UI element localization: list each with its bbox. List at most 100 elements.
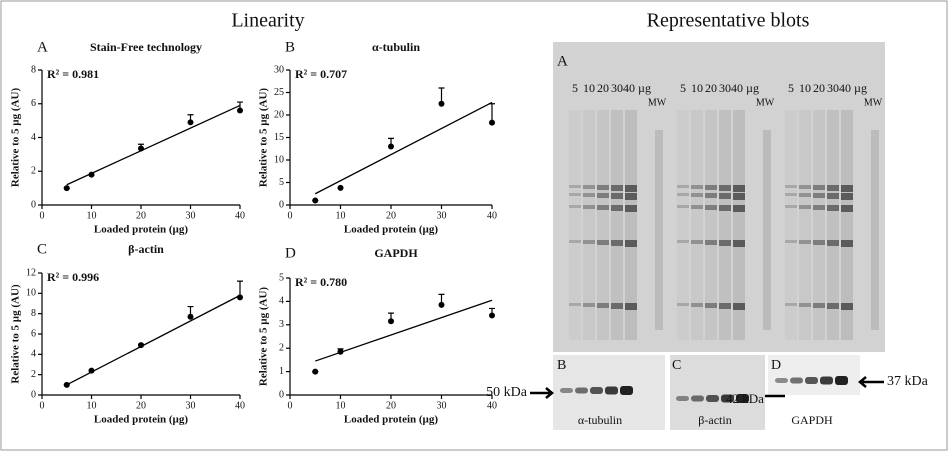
x-tick-label: 10	[336, 400, 346, 411]
gel-band	[611, 303, 623, 309]
panel-letter: C	[37, 241, 47, 257]
gel-band	[813, 193, 825, 198]
blot-band	[721, 394, 734, 403]
gel-band	[719, 193, 731, 199]
mw-lane	[763, 130, 771, 330]
x-tick-label: 10	[336, 210, 346, 221]
chart-title: α-tubulin	[372, 40, 420, 54]
y-tick-label: 0	[31, 199, 36, 210]
x-tick-label: 10	[87, 400, 97, 411]
blot-label: β-actin	[698, 413, 731, 427]
point	[88, 171, 95, 178]
gel-band	[691, 205, 703, 209]
gel-band	[813, 205, 825, 210]
gel-band	[841, 240, 853, 247]
gel-band	[785, 193, 797, 196]
gel-band	[841, 193, 853, 200]
y-tick-label: 0	[31, 389, 36, 400]
lane-label: 30	[611, 81, 623, 95]
point	[337, 348, 344, 355]
blot-letter: B	[557, 358, 566, 373]
gel-band	[719, 240, 731, 246]
gel-lane	[611, 110, 623, 340]
gel-band	[799, 193, 811, 197]
lane-label: 20	[813, 81, 825, 95]
blot-label: GAPDH	[791, 413, 833, 427]
gel-band	[719, 303, 731, 309]
y-tick-label: 0	[279, 199, 284, 210]
gel-band	[597, 193, 609, 198]
x-tick-label: 20	[136, 400, 146, 411]
gel-band	[677, 185, 689, 188]
gel-band	[597, 303, 609, 308]
point	[138, 145, 144, 152]
gel-band	[827, 303, 839, 309]
point	[489, 312, 495, 319]
y-tick-label: 8	[31, 308, 36, 319]
gel-band	[841, 185, 853, 192]
point	[312, 368, 319, 375]
lane-label: 10	[691, 81, 703, 95]
gel-band	[719, 185, 731, 191]
blot-letter: D	[771, 358, 781, 373]
y-tick-label: 6	[31, 328, 36, 339]
gel-lane	[597, 110, 609, 340]
gel-band	[705, 205, 717, 210]
y-tick-label: 8	[31, 64, 36, 75]
gel-band	[625, 185, 637, 192]
point	[337, 184, 344, 191]
gel-lane	[691, 110, 703, 340]
gel-band	[785, 185, 797, 188]
blot-c	[670, 355, 765, 430]
annotation: R² = 0.707	[295, 67, 347, 81]
gel-band	[691, 193, 703, 197]
x-tick-label: 40	[487, 400, 497, 411]
gel-band	[813, 240, 825, 245]
annotation: R² = 0.981	[47, 67, 99, 81]
y-tick-label: 4	[31, 349, 36, 360]
gel-band	[597, 185, 609, 190]
blot-band	[560, 388, 573, 393]
x-tick-label: 0	[288, 210, 293, 221]
y-tick-label: 10	[274, 154, 284, 165]
gel-lane	[569, 110, 581, 340]
gel-band	[691, 185, 703, 189]
gel-band	[827, 205, 839, 211]
x-tick-label: 30	[437, 400, 447, 411]
gel-band	[733, 193, 745, 200]
gel-band	[611, 193, 623, 199]
gel-band	[583, 205, 595, 209]
gel-band	[733, 205, 745, 212]
blot-label: α-tubulin	[578, 413, 622, 427]
gel-band	[799, 205, 811, 209]
gel-band	[733, 240, 745, 247]
blot-band	[820, 376, 833, 385]
gel-band	[625, 303, 637, 310]
y-tick-label: 2	[31, 369, 36, 380]
gel-band	[799, 240, 811, 244]
gel-band	[733, 185, 745, 192]
gel-lane	[705, 110, 717, 340]
mw-lane	[655, 130, 663, 330]
blot-band	[691, 395, 704, 402]
gel-lane	[677, 110, 689, 340]
y-tick-label: 20	[274, 109, 284, 120]
blot-band	[605, 386, 618, 395]
gel-band	[611, 205, 623, 211]
gel-band	[677, 193, 689, 196]
blot-band	[706, 395, 719, 402]
y-tick-label: 2	[31, 166, 36, 177]
x-tick-label: 20	[386, 210, 396, 221]
gel-band	[785, 303, 797, 306]
gel-band	[705, 185, 717, 190]
arrow	[530, 387, 554, 399]
point	[237, 294, 243, 301]
y-tick-label: 25	[274, 87, 284, 98]
mw-label: MW	[756, 97, 775, 108]
blot-band	[676, 396, 689, 401]
gel-lane	[733, 110, 745, 340]
gel-band	[705, 303, 717, 308]
y-tick-label: 15	[274, 132, 284, 143]
point	[388, 318, 394, 325]
